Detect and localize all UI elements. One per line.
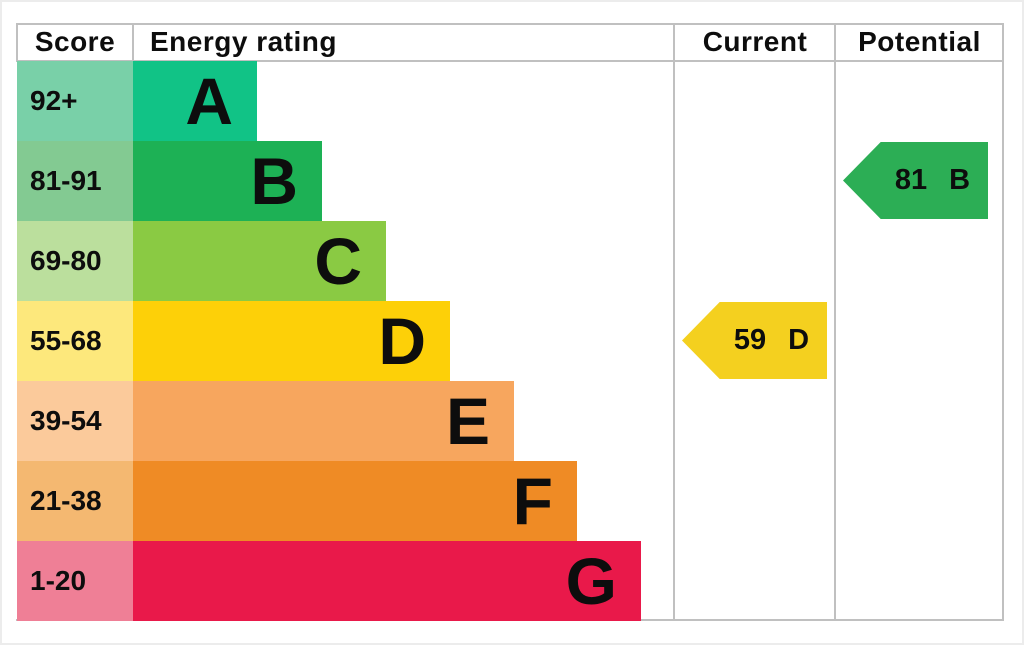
score-range-c: 69-80 bbox=[17, 221, 133, 301]
band-bar-a: A bbox=[133, 61, 257, 141]
score-range-b: 81-91 bbox=[17, 141, 133, 221]
band-letter-b: B bbox=[250, 144, 298, 218]
score-column-divider bbox=[132, 23, 134, 62]
score-range-d: 55-68 bbox=[17, 301, 133, 381]
potential-score-value: 81 bbox=[894, 164, 928, 196]
score-range-g: 1-20 bbox=[17, 541, 133, 621]
score-range-e: 39-54 bbox=[17, 381, 133, 461]
table-border-top bbox=[16, 23, 1004, 25]
energy-rating-header: Energy rating bbox=[150, 26, 337, 57]
band-bar-e: E bbox=[133, 381, 514, 461]
potential-rating-arrow: 81 B bbox=[843, 142, 988, 219]
band-letter-e: E bbox=[445, 384, 490, 458]
band-bar-d: D bbox=[133, 301, 450, 381]
current-header: Current bbox=[702, 26, 808, 57]
header-border-left bbox=[16, 23, 18, 62]
score-header: Score bbox=[34, 26, 116, 57]
potential-header: Potential bbox=[858, 26, 981, 57]
potential-rating-letter: B bbox=[949, 164, 971, 196]
current-rating-letter: D bbox=[788, 324, 810, 356]
band-bar-b: B bbox=[133, 141, 322, 221]
current-score-value: 59 bbox=[733, 324, 767, 356]
current-rating-arrow: 59 D bbox=[682, 302, 827, 379]
header-bottom-border bbox=[16, 60, 1004, 62]
band-letter-d: D bbox=[378, 304, 426, 378]
band-letter-a: A bbox=[185, 64, 233, 138]
band-bar-c: C bbox=[133, 221, 386, 301]
potential-column-divider bbox=[834, 23, 836, 621]
band-letter-g: G bbox=[565, 544, 617, 618]
score-range-a: 92+ bbox=[17, 61, 133, 141]
band-letter-c: C bbox=[314, 224, 362, 298]
current-column-divider bbox=[673, 23, 675, 621]
band-bar-g: G bbox=[133, 541, 641, 621]
table-border-right bbox=[1002, 23, 1004, 621]
score-range-f: 21-38 bbox=[17, 461, 133, 541]
band-bar-f: F bbox=[133, 461, 577, 541]
band-letter-f: F bbox=[512, 464, 553, 538]
